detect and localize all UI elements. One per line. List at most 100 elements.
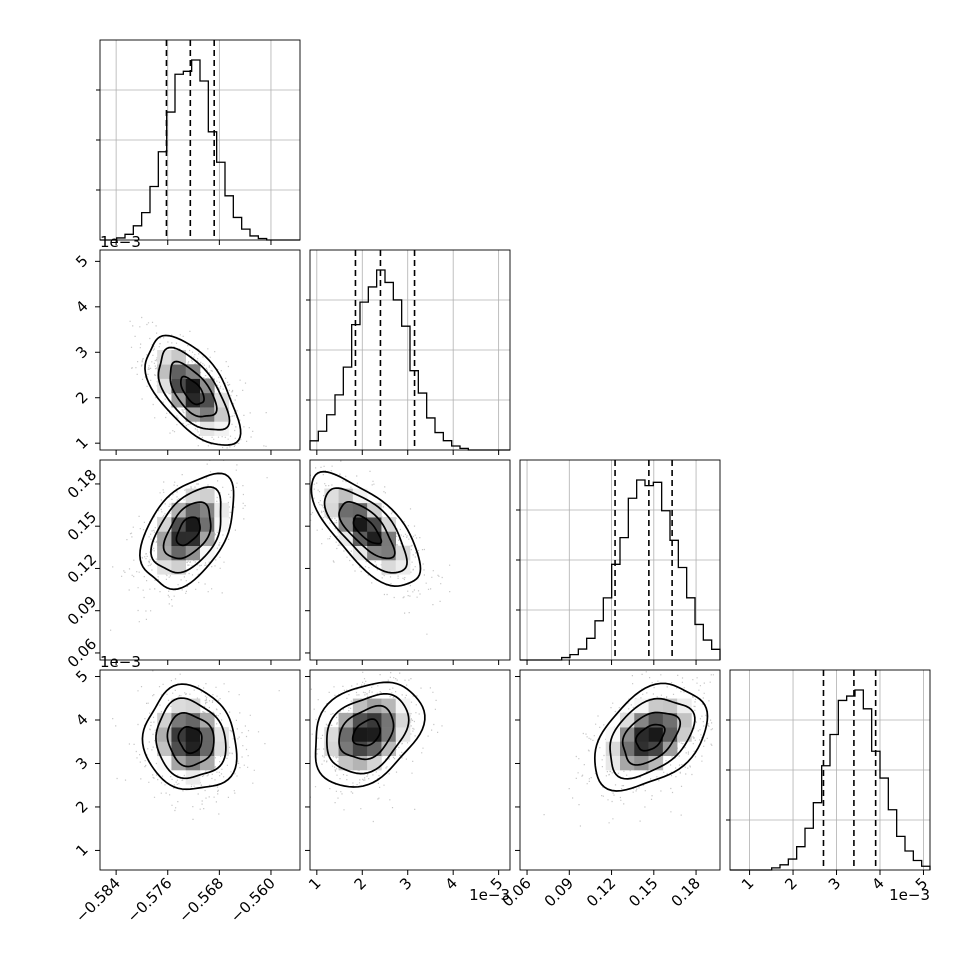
- contour-2: [162, 501, 212, 560]
- contour-4: [593, 682, 709, 792]
- y-tick-label: 3: [72, 343, 91, 362]
- density-cell: [185, 712, 201, 728]
- density-cell: [157, 545, 172, 561]
- density-cell: [171, 364, 187, 379]
- density-cell: [605, 755, 621, 771]
- density-cell: [367, 755, 382, 771]
- density-cell: [381, 531, 397, 547]
- y-tick-label: 3: [72, 754, 91, 773]
- x-tick-label: 0.09: [541, 874, 577, 910]
- scatter-panel-3-0: [95, 669, 301, 875]
- density-cell: [171, 502, 187, 518]
- density-cell: [214, 421, 229, 437]
- y-tick-label: 0.15: [64, 508, 100, 544]
- density-cell: [200, 517, 215, 532]
- panel-frame: [309, 459, 511, 661]
- density-cell: [157, 727, 172, 742]
- density-cell: [352, 727, 368, 742]
- density-cell: [352, 712, 368, 728]
- density-cell: [157, 712, 172, 728]
- density-cell: [395, 698, 411, 714]
- contour-1: [175, 516, 201, 547]
- hist-panel-2: [516, 459, 721, 665]
- density-cell: [648, 727, 664, 742]
- density-cell: [338, 755, 354, 771]
- x-tick-label: −0.584: [72, 874, 124, 926]
- hist-panel-0: [96, 39, 301, 245]
- density-cell: [200, 755, 215, 771]
- y-offset-label: 1e−3: [100, 653, 141, 671]
- y-tick-label: 2: [72, 388, 91, 407]
- density-cell: [634, 727, 649, 742]
- histogram-1: [309, 269, 510, 451]
- scatter-panel-3-2: [515, 669, 721, 875]
- density-cell: [648, 741, 664, 757]
- x-tick-label: 0.12: [583, 874, 619, 910]
- contour-1: [351, 718, 382, 747]
- panel-frame: [99, 669, 301, 871]
- x-tick-label: 1: [738, 874, 757, 893]
- x-tick-label: 3: [825, 874, 844, 893]
- x-offset-label: 1e−3: [889, 886, 930, 904]
- y-tick-label: 4: [72, 710, 91, 729]
- histogram-2: [520, 479, 721, 661]
- density-cell: [171, 712, 187, 728]
- panel-frame: [309, 669, 511, 871]
- contour-2: [166, 711, 215, 768]
- y-tick-label: 4: [72, 297, 91, 316]
- density-cell: [338, 517, 354, 532]
- density-cell: [662, 741, 678, 757]
- x-tick-label: 2: [781, 874, 800, 893]
- x-tick-label: 3: [396, 874, 415, 893]
- contour-1: [177, 725, 203, 755]
- density-cell: [200, 407, 215, 422]
- contour-2: [338, 501, 396, 560]
- contour-2: [338, 704, 395, 761]
- contour-1: [352, 514, 383, 545]
- x-tick-label: 0.15: [625, 874, 661, 910]
- y-tick-label: 1: [72, 433, 91, 452]
- x-tick-label: 4: [442, 874, 461, 893]
- panel-frame: [99, 249, 301, 451]
- panel-frame: [519, 459, 721, 661]
- density-cell: [200, 727, 215, 742]
- contour-3: [157, 346, 231, 431]
- density-cell: [200, 502, 215, 518]
- density-cell: [214, 502, 229, 518]
- density-cell: [381, 698, 397, 714]
- scatter-panel-2-0: [95, 459, 301, 665]
- contour-4: [139, 472, 235, 591]
- density-cell: [214, 517, 229, 532]
- hist-panel-3: [726, 669, 931, 875]
- hist-panel-1: [306, 249, 511, 455]
- panel-frame: [99, 459, 301, 661]
- contour-1: [179, 375, 205, 406]
- x-tick-label: −0.560: [227, 874, 279, 926]
- contour-1: [634, 723, 666, 752]
- x-tick-label: 0.18: [668, 874, 704, 910]
- sample-points: [310, 671, 443, 823]
- density-cell: [157, 517, 172, 532]
- contour-2: [169, 360, 218, 418]
- y-tick-label: 0.12: [64, 550, 100, 586]
- density-cell: [185, 392, 201, 408]
- density-cell: [157, 364, 172, 379]
- density-cell: [185, 488, 201, 504]
- contour-4: [144, 334, 242, 446]
- density-cell: [200, 712, 215, 728]
- contour-3: [150, 486, 222, 574]
- x-tick-label: 4: [868, 874, 887, 893]
- density-cell: [214, 727, 229, 742]
- density-cell: [352, 531, 368, 547]
- contour-3: [609, 697, 696, 780]
- density-cell: [352, 517, 368, 532]
- x-tick-label: 0.06: [498, 874, 534, 910]
- density-cell: [648, 698, 664, 714]
- density-cell: [185, 698, 201, 714]
- contour-3: [323, 487, 408, 574]
- x-offset-label: 1e−3: [469, 886, 510, 904]
- y-tick-label: 5: [72, 667, 91, 686]
- panel-frame: [309, 249, 511, 451]
- density-cell: [338, 727, 354, 742]
